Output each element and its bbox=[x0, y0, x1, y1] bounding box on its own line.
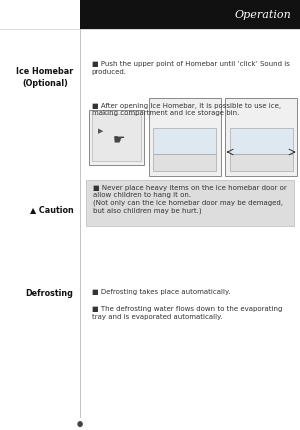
Bar bbox=[88, 111, 144, 166]
Bar bbox=[153, 129, 216, 155]
Text: Ice Homebar
(Optional): Ice Homebar (Optional) bbox=[16, 67, 74, 87]
Bar bbox=[149, 99, 221, 176]
Text: ■ After opening Ice Homebar, It is possible to use ice,
making compartment and i: ■ After opening Ice Homebar, It is possi… bbox=[92, 102, 280, 116]
Text: ▲ Caution: ▲ Caution bbox=[30, 204, 74, 213]
Text: Defrosting: Defrosting bbox=[26, 288, 74, 297]
Text: Operation: Operation bbox=[234, 10, 291, 20]
Bar bbox=[85, 181, 294, 226]
Text: ■ Push the upper point of Homebar until ‘click’ Sound is
produced.: ■ Push the upper point of Homebar until … bbox=[92, 61, 290, 74]
Text: ■ Never place heavy items on the ice homebar door or
allow children to hang it o: ■ Never place heavy items on the ice hom… bbox=[93, 184, 287, 214]
Text: ⬤: ⬤ bbox=[76, 420, 82, 426]
Bar bbox=[230, 129, 292, 155]
Bar bbox=[92, 115, 141, 161]
Text: ☛: ☛ bbox=[113, 133, 125, 147]
Bar bbox=[225, 99, 297, 176]
Text: ▶: ▶ bbox=[98, 128, 104, 134]
Bar bbox=[153, 155, 216, 172]
Text: ■ The defrosting water flows down to the evaporating
tray and is evaporated auto: ■ The defrosting water flows down to the… bbox=[92, 305, 282, 319]
Bar bbox=[230, 155, 292, 172]
Bar bbox=[80, 0, 300, 30]
Text: ■ Defrosting takes place automatically.: ■ Defrosting takes place automatically. bbox=[92, 288, 230, 294]
